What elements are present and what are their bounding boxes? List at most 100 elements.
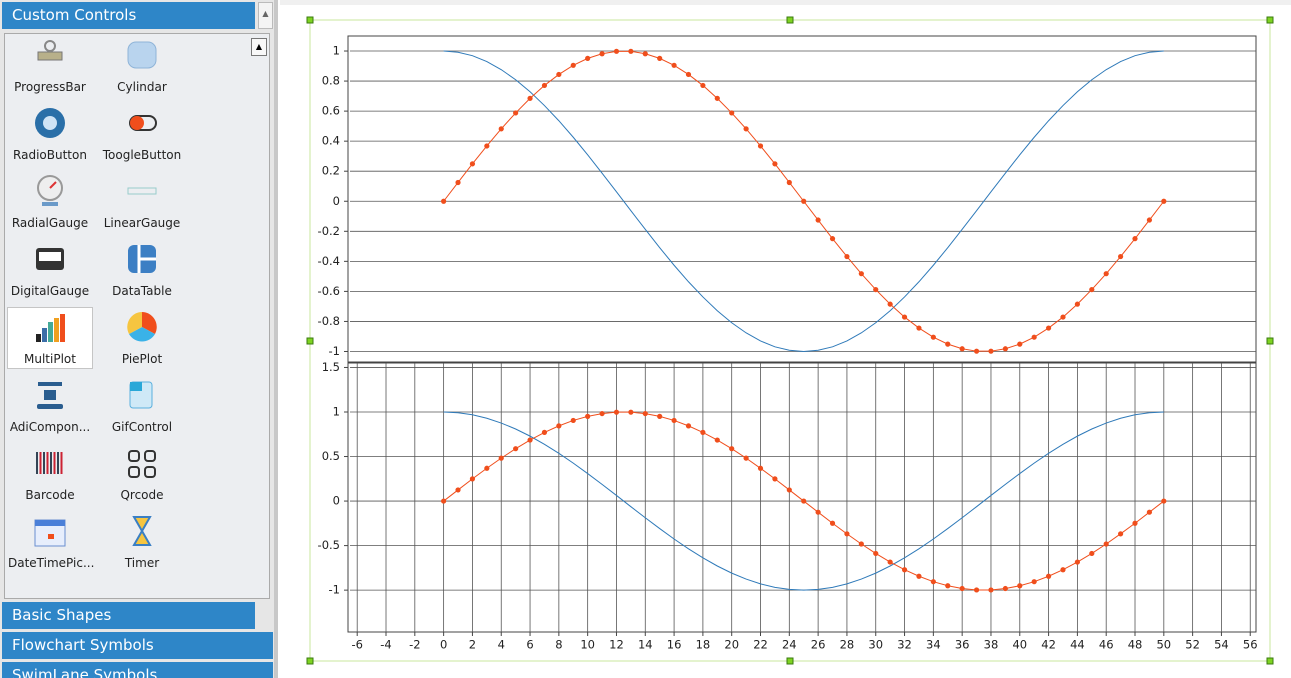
data-point [801, 198, 807, 204]
item-icon [37, 382, 63, 409]
data-point [829, 236, 836, 242]
toolbox-item[interactable]: MultiPlot [7, 307, 93, 369]
toolbox-item[interactable]: AdiCompon... [8, 376, 92, 436]
data-point [1161, 498, 1167, 504]
toolbox-item[interactable]: ProgressBar [8, 36, 92, 96]
data-point [599, 51, 605, 57]
item-label: Cylindar [117, 80, 167, 94]
y-tick-label: 0.5 [322, 449, 340, 463]
item-icon [36, 452, 63, 474]
item-label: RadialGauge [11, 216, 89, 230]
resize-handle[interactable] [786, 657, 794, 665]
toolbox-item[interactable]: DateTimePic... [8, 512, 95, 572]
data-point [685, 71, 692, 78]
scroll-button[interactable]: ▲ [258, 2, 273, 29]
toolbox-item[interactable]: Timer [100, 512, 184, 572]
data-point [1017, 341, 1023, 347]
item-label: PiePlot [121, 352, 163, 366]
data-point [556, 71, 562, 78]
toolbox-item[interactable]: RadioButton [8, 104, 92, 164]
y-tick-label: 0 [333, 194, 340, 208]
data-point [887, 301, 893, 307]
data-point [743, 126, 749, 132]
toolbox-item[interactable]: GifControl [100, 376, 184, 436]
x-tick-label: 22 [753, 638, 768, 652]
x-tick-label: 28 [840, 638, 855, 652]
resize-handle[interactable] [1266, 16, 1274, 24]
toolbox-item[interactable]: LinearGauge [100, 172, 184, 232]
data-point [527, 95, 533, 101]
toolbox-item[interactable]: Cylindar [100, 36, 184, 96]
section-header[interactable]: Basic Shapes [2, 602, 255, 629]
icon [127, 312, 142, 334]
icon [44, 390, 56, 400]
series-line [443, 411, 1164, 591]
icon [50, 452, 52, 474]
data-point [585, 413, 591, 419]
toolbox-item[interactable]: DataTable [100, 240, 184, 300]
x-tick-label: 52 [1185, 638, 1200, 652]
toolbox-item[interactable]: DigitalGauge [8, 240, 92, 300]
icon [37, 51, 63, 61]
resize-handle[interactable] [306, 337, 314, 345]
x-tick-label: -4 [380, 638, 391, 652]
icon [128, 466, 140, 478]
toolbox-item[interactable]: Qrcode [100, 444, 184, 504]
data-point [945, 583, 951, 589]
data-point [685, 423, 692, 429]
y-tick-label: 1.5 [322, 360, 340, 374]
item-label: DateTimePic... [8, 556, 95, 570]
data-point [1146, 509, 1153, 515]
data-point [916, 325, 922, 331]
data-point [901, 314, 908, 320]
x-tick-label: 40 [1012, 638, 1027, 652]
item-icon [36, 248, 64, 270]
toolbox-item[interactable]: RadialGauge [8, 172, 92, 232]
data-point [829, 520, 836, 526]
data-point [1045, 573, 1052, 579]
y-tick-label: 0.6 [322, 104, 340, 118]
icon [127, 41, 157, 69]
resize-handle[interactable] [306, 657, 314, 665]
icon [144, 466, 156, 478]
icon [130, 116, 144, 130]
data-point [469, 161, 476, 167]
plot-frame [347, 35, 1257, 363]
item-icon [128, 450, 156, 478]
data-point [1002, 585, 1008, 592]
section-header[interactable]: SwimLane Symbols [2, 662, 273, 678]
data-point [858, 541, 864, 547]
data-point [844, 531, 850, 537]
resize-handle[interactable] [1266, 337, 1274, 345]
data-point [887, 559, 893, 565]
y-tick-label: -0.2 [318, 224, 340, 238]
data-point [570, 62, 576, 68]
icon [42, 202, 58, 206]
toolbox-item[interactable]: PiePlot [100, 308, 184, 368]
y-tick-label: 0.4 [322, 134, 340, 148]
scroll-up[interactable]: ▲ [251, 38, 267, 56]
icon [43, 452, 45, 474]
toolbox-item[interactable]: Barcode [8, 444, 92, 504]
data-point [729, 446, 735, 452]
x-tick-label: 12 [609, 638, 624, 652]
icon [44, 40, 56, 52]
data-point [1060, 314, 1066, 320]
resize-handle[interactable] [1266, 657, 1274, 665]
series-line [443, 50, 1164, 352]
data-point [945, 341, 951, 347]
x-tick-label: 18 [696, 638, 711, 652]
toolbox-item[interactable]: ToogleButton [100, 104, 184, 164]
section-header[interactable]: Custom Controls [2, 2, 255, 29]
y-tick-label: 1 [333, 404, 340, 418]
data-point [700, 429, 706, 435]
top-strip [280, 0, 1291, 5]
x-tick-label: 36 [955, 638, 970, 652]
data-point [729, 110, 735, 116]
resize-handle[interactable] [786, 16, 794, 24]
data-point [1031, 334, 1037, 340]
resize-handle[interactable] [306, 16, 314, 24]
item-icon [127, 312, 157, 342]
icon [49, 181, 57, 189]
section-header[interactable]: Flowchart Symbols [2, 632, 273, 659]
